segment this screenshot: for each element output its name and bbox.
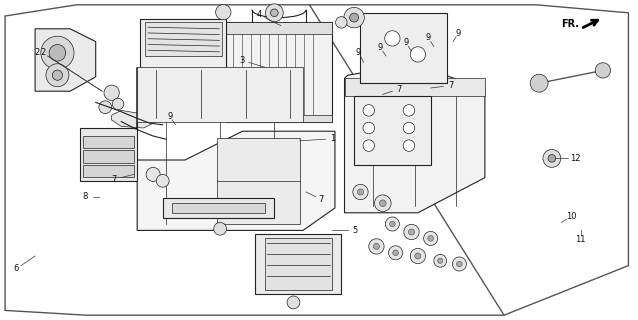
Circle shape (434, 254, 447, 267)
Circle shape (404, 224, 419, 240)
Circle shape (369, 239, 384, 254)
Circle shape (403, 105, 415, 116)
Circle shape (595, 63, 611, 78)
Polygon shape (345, 78, 485, 96)
Polygon shape (217, 138, 300, 224)
Circle shape (373, 243, 380, 250)
Circle shape (363, 122, 375, 134)
Circle shape (403, 122, 415, 134)
Polygon shape (83, 150, 134, 163)
Text: 9: 9 (456, 29, 461, 38)
Circle shape (438, 258, 443, 263)
Circle shape (410, 248, 426, 264)
Polygon shape (226, 22, 332, 122)
Text: FR.: FR. (561, 19, 579, 29)
Circle shape (543, 149, 561, 167)
Polygon shape (226, 115, 332, 122)
Circle shape (363, 105, 375, 116)
Text: 8: 8 (82, 192, 87, 201)
Circle shape (424, 231, 438, 245)
Polygon shape (80, 128, 137, 181)
Text: 2: 2 (41, 48, 46, 58)
Circle shape (336, 17, 347, 28)
Circle shape (410, 47, 426, 62)
Circle shape (548, 155, 556, 162)
Circle shape (385, 217, 399, 231)
Circle shape (112, 98, 124, 110)
Text: 2: 2 (34, 48, 40, 57)
Polygon shape (83, 136, 134, 148)
Text: 3: 3 (239, 56, 245, 65)
Circle shape (353, 184, 368, 200)
Circle shape (216, 4, 231, 20)
Circle shape (389, 246, 403, 260)
Polygon shape (345, 64, 485, 213)
Text: 7: 7 (396, 84, 401, 93)
Circle shape (375, 195, 391, 212)
Circle shape (428, 236, 433, 241)
Text: 4: 4 (256, 10, 262, 20)
Text: 9: 9 (403, 38, 408, 47)
Polygon shape (354, 96, 431, 165)
Polygon shape (163, 198, 274, 218)
Polygon shape (226, 22, 332, 34)
Polygon shape (35, 29, 96, 91)
Circle shape (452, 257, 466, 271)
Circle shape (99, 101, 112, 114)
Circle shape (415, 253, 421, 259)
Polygon shape (172, 203, 265, 213)
Text: 9: 9 (167, 112, 172, 121)
Polygon shape (145, 22, 222, 56)
Text: 5: 5 (353, 226, 358, 235)
Circle shape (363, 140, 375, 151)
Text: 7: 7 (112, 175, 117, 184)
Circle shape (350, 13, 359, 22)
Circle shape (52, 70, 63, 80)
Text: 7: 7 (318, 195, 324, 204)
Circle shape (271, 9, 278, 17)
Circle shape (403, 140, 415, 151)
Circle shape (146, 167, 160, 181)
Circle shape (393, 250, 398, 256)
Text: 12: 12 (570, 154, 581, 163)
Polygon shape (112, 110, 156, 128)
Text: 9: 9 (426, 34, 431, 43)
Polygon shape (137, 67, 303, 122)
Circle shape (104, 85, 119, 100)
Polygon shape (265, 238, 332, 290)
Text: 9: 9 (378, 43, 383, 52)
Circle shape (344, 7, 364, 28)
Polygon shape (83, 165, 134, 177)
Circle shape (265, 4, 283, 22)
Polygon shape (255, 234, 341, 294)
Circle shape (46, 64, 69, 87)
Circle shape (214, 222, 226, 235)
Polygon shape (360, 13, 447, 83)
Circle shape (380, 200, 386, 206)
Circle shape (41, 36, 74, 69)
Circle shape (530, 74, 548, 92)
Text: 10: 10 (566, 212, 577, 221)
Polygon shape (137, 67, 335, 230)
Circle shape (408, 229, 415, 235)
Text: 1: 1 (330, 134, 336, 143)
Circle shape (390, 221, 395, 227)
Circle shape (49, 44, 66, 61)
Circle shape (385, 31, 400, 46)
Polygon shape (140, 19, 226, 70)
Circle shape (287, 296, 300, 309)
Text: 11: 11 (575, 235, 586, 244)
Circle shape (357, 189, 364, 195)
Circle shape (457, 261, 462, 267)
Text: 7: 7 (448, 81, 454, 90)
Text: 6: 6 (14, 264, 19, 273)
Circle shape (156, 174, 169, 187)
Text: 9: 9 (356, 48, 361, 57)
